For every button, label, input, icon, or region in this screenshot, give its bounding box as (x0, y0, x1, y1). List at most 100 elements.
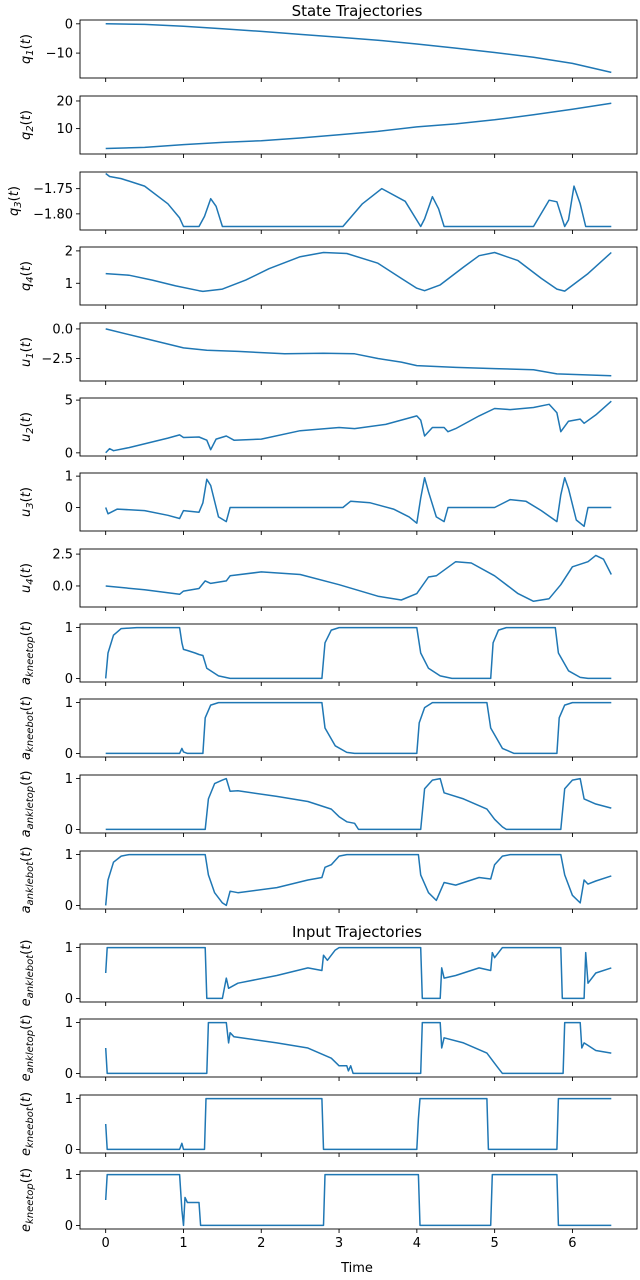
series-line (104, 626, 612, 680)
y-axis-label: aankletop(t) (19, 771, 36, 838)
series-line (105, 23, 612, 74)
panel-u-1: 0.0 −2.5 u1(t) (19, 322, 638, 385)
series-line (104, 853, 612, 907)
y-axis-label: akneebot(t) (19, 696, 36, 760)
y-tick-label: 2.5 (52, 548, 73, 563)
panel-a-kneetop: 1 0 akneetop(t) (19, 621, 638, 687)
y-axis-label: q4(t) (19, 261, 36, 291)
y-tick-label: 1 (65, 772, 73, 787)
panel-u-2: 5 0 u2(t) (19, 394, 638, 461)
panel-e-ankletop: 1 0 eankletop(t) (19, 1015, 638, 1082)
panel-a-kneebot: 1 0 akneebot(t) (19, 696, 638, 762)
y-tick-label: −10 (46, 47, 73, 62)
series-line (105, 777, 612, 831)
series-line (105, 701, 612, 755)
y-tick-label: 1 (65, 470, 73, 485)
y-tick-label: 1 (65, 941, 73, 956)
y-tick-label: 1 (65, 1016, 73, 1031)
plot-frame (79, 1018, 638, 1078)
y-tick-label: 1 (65, 621, 73, 636)
plot-frame (79, 19, 638, 79)
plot-frame (79, 171, 638, 231)
plot-frame (79, 1094, 638, 1154)
y-axis-label: u1(t) (19, 337, 36, 367)
x-tick-label: 6 (568, 1236, 576, 1251)
x-tick-label: 5 (490, 1236, 498, 1251)
series-line (104, 946, 612, 1000)
y-axis-label: eankletop(t) (19, 1015, 36, 1082)
panel-q-4: 2 1 q4(t) (19, 244, 638, 309)
plot-frame (79, 623, 638, 683)
plot-frame (79, 322, 638, 382)
y-tick-label: 0 (65, 17, 73, 32)
plot-frame (79, 1170, 638, 1230)
panel-q-2: 20 10 q2(t) (19, 94, 638, 158)
y-tick-label: −2.5 (41, 352, 73, 367)
y-tick-label: 0 (65, 501, 73, 516)
series-line (105, 172, 612, 228)
plot-frame (79, 698, 638, 758)
y-axis-label: aanklebot(t) (19, 847, 36, 914)
y-tick-label: 5 (65, 394, 73, 409)
y-tick-label: 0 (65, 1067, 73, 1082)
y-tick-label: 1 (65, 848, 73, 863)
series-line (104, 476, 612, 528)
series-line (105, 328, 612, 377)
x-axis-label: Time (340, 1261, 373, 1276)
plot-frame (79, 95, 638, 155)
panel-e-kneetop: 1 0 0 1 2 3 4 5 6 ekneetop(t) (19, 1168, 638, 1251)
y-tick-label: 0 (65, 747, 73, 762)
y-tick-label: 0 (65, 1143, 73, 1158)
panel-u-4: 2.5 0.0 u4(t) (19, 548, 638, 611)
y-tick-label: 0.0 (52, 322, 73, 337)
series-line (104, 1021, 612, 1075)
panel-e-anklebot: 1 0 eanklebot(t) (19, 940, 638, 1007)
plot-frame (79, 943, 638, 1003)
y-tick-label: 0 (65, 672, 73, 687)
x-tick-label: 0 (102, 1236, 110, 1251)
series-line (105, 400, 612, 454)
y-tick-label: 0 (65, 823, 73, 838)
y-tick-label: −1.80 (33, 207, 73, 222)
series-line (105, 102, 612, 150)
y-tick-label: 0 (65, 1219, 73, 1234)
y-tick-label: −1.75 (33, 182, 73, 197)
y-tick-label: 0 (65, 899, 73, 914)
state-trajectories-title: State Trajectories (292, 2, 423, 20)
y-tick-label: 1 (65, 1168, 73, 1183)
plot-frame (79, 246, 638, 306)
plot-frame (79, 850, 638, 910)
y-axis-label: u3(t) (19, 487, 36, 517)
y-tick-label: 0 (65, 446, 73, 461)
y-axis-label: q3(t) (7, 186, 24, 216)
plot-frame (79, 548, 638, 608)
y-tick-label: 1 (65, 1092, 73, 1107)
y-tick-label: 20 (56, 94, 73, 109)
y-axis-label: ekneetop(t) (19, 1168, 36, 1232)
plot-frame (79, 774, 638, 834)
y-axis-label: u4(t) (19, 563, 36, 593)
panel-a-anklebot: 1 0 aanklebot(t) (19, 847, 638, 914)
y-axis-label: akneetop(t) (19, 621, 36, 685)
panel-q-1: 0 −10 q1(t) (19, 17, 638, 82)
x-tick-label: 3 (335, 1236, 343, 1251)
plot-frame (79, 397, 638, 457)
y-tick-label: 1 (65, 277, 73, 292)
input-trajectories-title: Input Trajectories (292, 923, 422, 941)
y-axis-label: eanklebot(t) (19, 940, 36, 1007)
series-line (105, 554, 612, 603)
y-axis-label: q2(t) (19, 110, 36, 140)
y-axis-label: q1(t) (19, 34, 36, 64)
x-tick-label: 2 (257, 1236, 265, 1251)
panel-q-3: −1.75 −1.80 q3(t) (7, 171, 638, 234)
y-axis-label: u2(t) (19, 412, 36, 442)
panel-a-ankletop: 1 0 aankletop(t) (19, 771, 638, 838)
y-tick-label: 1 (65, 696, 73, 711)
y-axis-label: ekneebot(t) (19, 1092, 36, 1156)
panel-u-3: 1 0 u3(t) (19, 470, 638, 535)
y-tick-label: 2 (65, 244, 73, 259)
y-tick-label: 0 (65, 992, 73, 1007)
y-tick-label: 10 (56, 122, 73, 137)
y-tick-label: 0.0 (52, 579, 73, 594)
